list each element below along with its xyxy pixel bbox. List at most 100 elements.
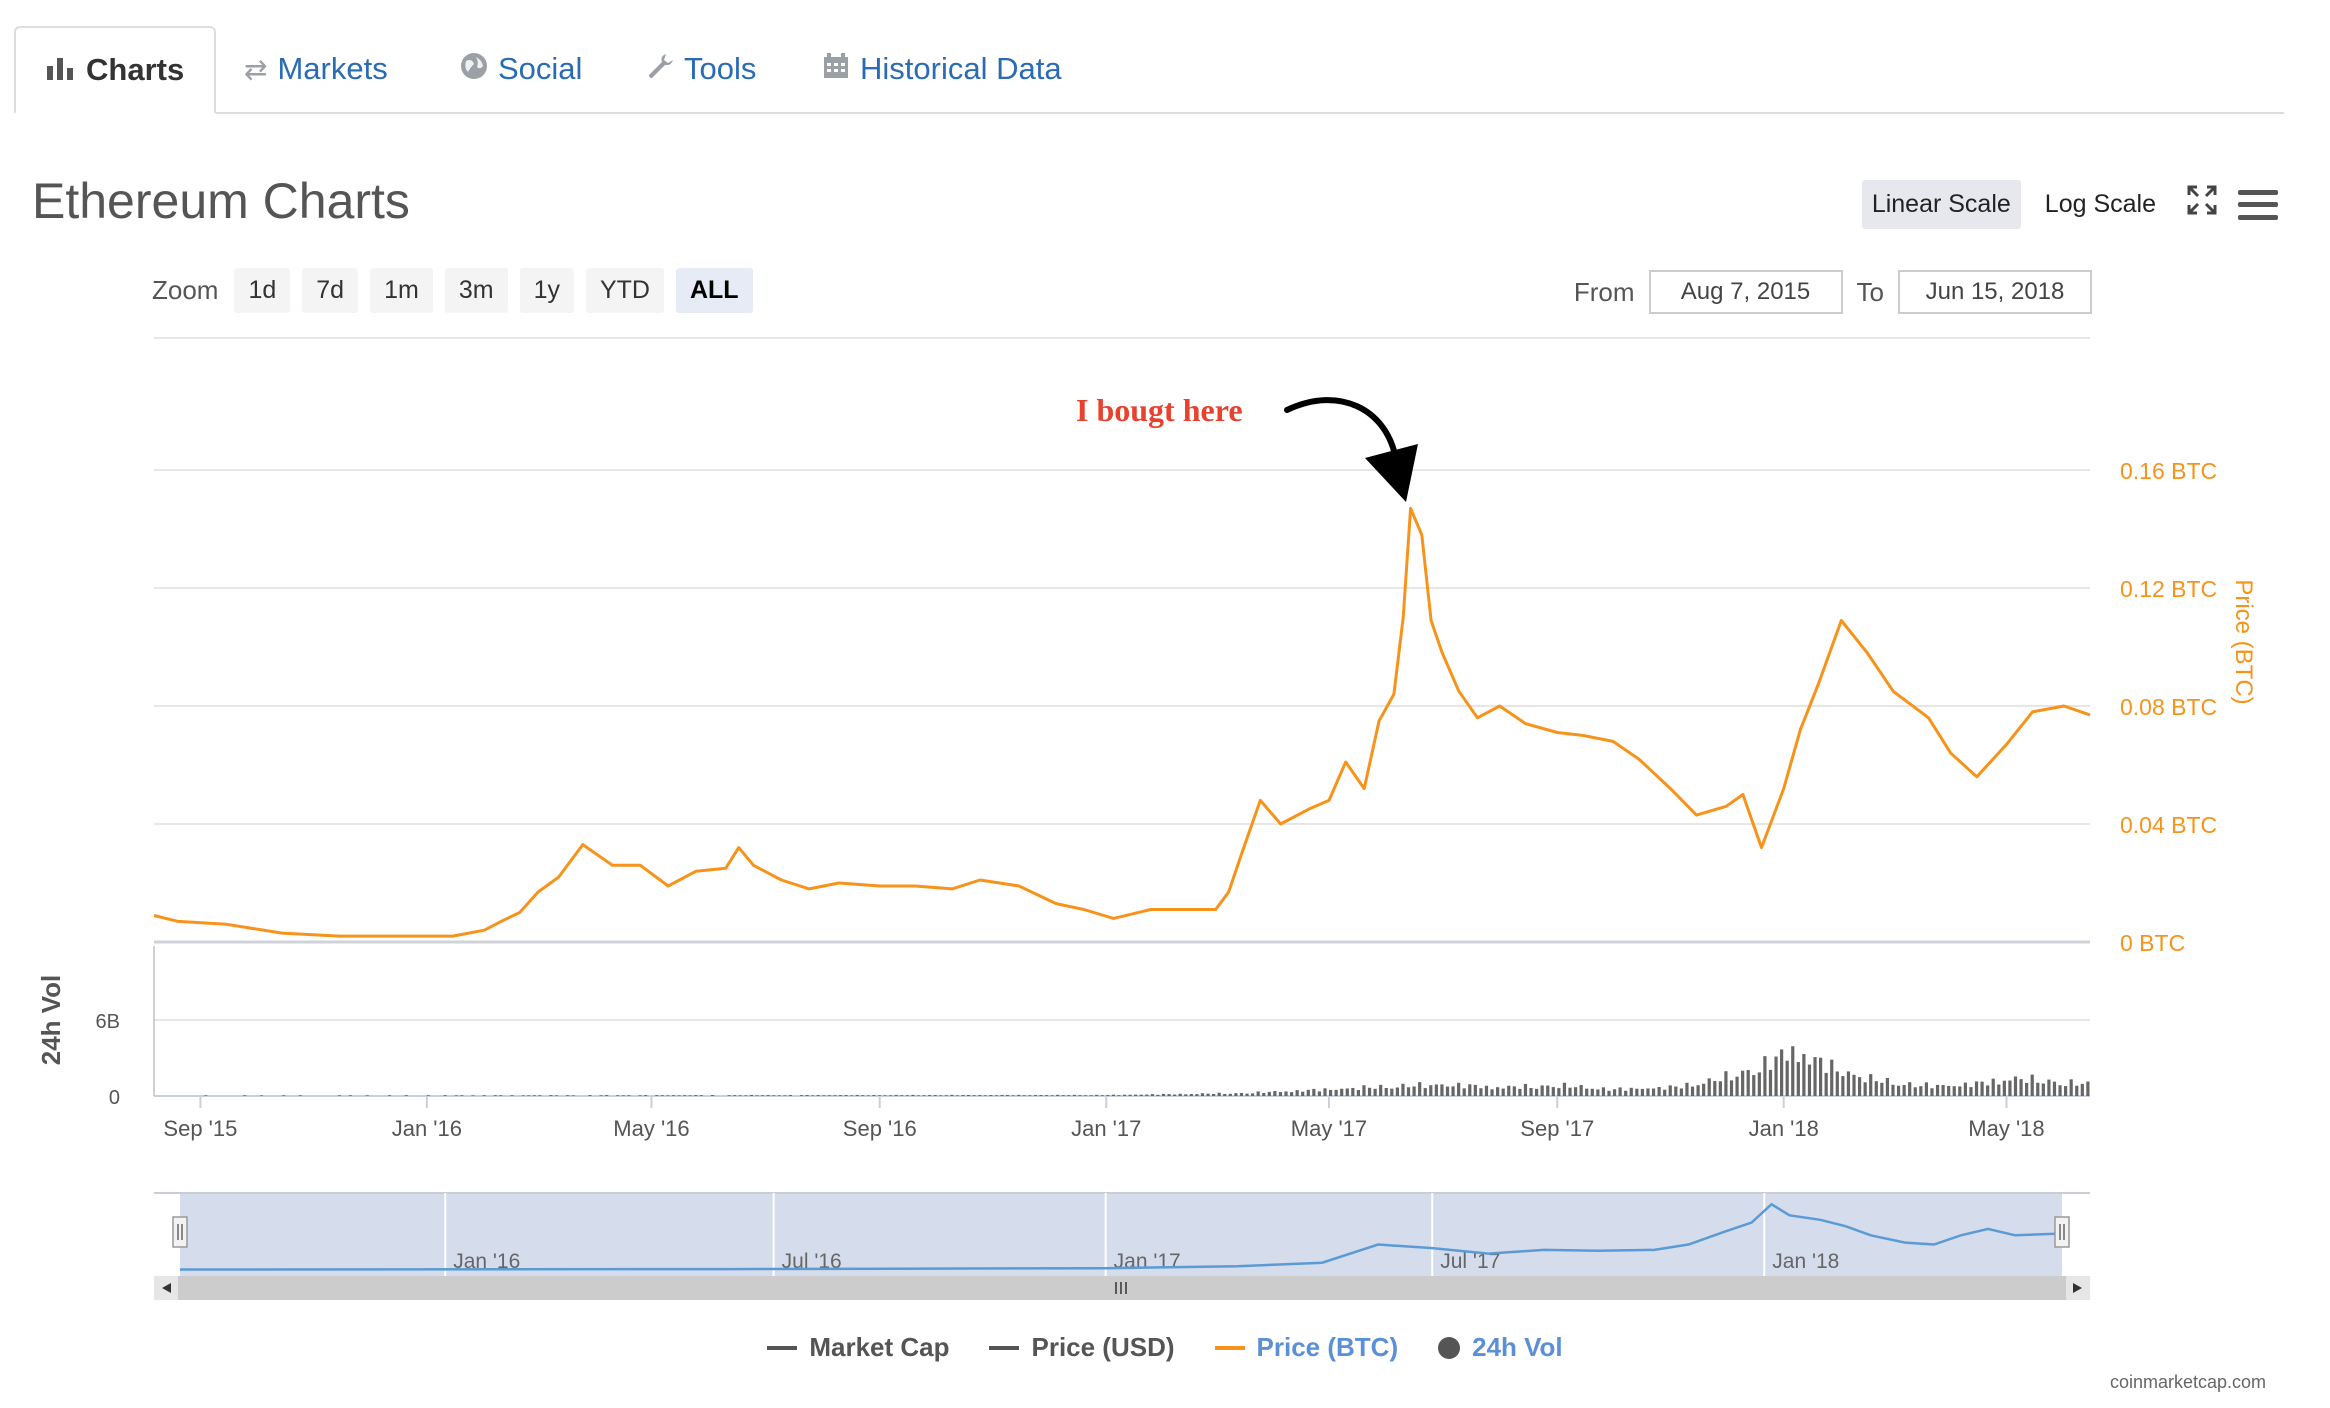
volume-bar	[1128, 1094, 1132, 1096]
navigator-tick-label: Jan '16	[453, 1250, 520, 1273]
to-label: To	[1856, 276, 1884, 307]
log-scale-button[interactable]: Log Scale	[2044, 190, 2156, 218]
zoom-1d-button[interactable]: 1d	[234, 268, 291, 313]
volume-bar	[1200, 1093, 1205, 1096]
volume-bar	[1612, 1089, 1617, 1096]
volume-bar	[599, 1095, 603, 1096]
tab-charts[interactable]: Charts	[14, 26, 217, 114]
volume-bar	[788, 1095, 793, 1096]
legend-dot-icon	[1438, 1336, 1461, 1359]
volume-bar	[1445, 1086, 1450, 1096]
tab-markets[interactable]: ⇄ Markets	[244, 26, 388, 112]
navigator-scrollbar[interactable]	[154, 1276, 2090, 1300]
volume-bar	[1367, 1087, 1372, 1096]
price-btc-line	[153, 506, 2091, 938]
to-date-input[interactable]	[1898, 270, 2092, 314]
tab-social[interactable]: Social	[460, 26, 582, 112]
volume-bar	[1618, 1087, 1622, 1096]
hamburger-menu-icon[interactable]	[2238, 189, 2278, 220]
volume-bar	[2080, 1083, 2084, 1096]
volume-bar	[2002, 1080, 2006, 1096]
volume-bar	[387, 1095, 392, 1096]
volume-bar	[1095, 1094, 1099, 1096]
volume-bar	[1785, 1060, 1789, 1096]
volume-bar	[1017, 1094, 1021, 1096]
volume-bar	[866, 1095, 870, 1096]
from-date-input[interactable]	[1648, 270, 1843, 314]
volume-bar	[1629, 1087, 1633, 1096]
volume-bar	[1418, 1082, 1422, 1096]
zoom-1y-button[interactable]: 1y	[519, 268, 574, 313]
volume-bar	[1880, 1082, 1884, 1096]
volume-bar	[1668, 1085, 1672, 1096]
volume-bar	[1935, 1084, 1940, 1096]
zoom-3m-button[interactable]: 3m	[444, 268, 508, 313]
volume-bar	[749, 1094, 754, 1096]
tab-historical-data[interactable]: Historical Data	[822, 26, 1062, 112]
volume-bar	[1930, 1088, 1934, 1096]
zoom-ytd-button[interactable]: YTD	[585, 268, 664, 313]
legend-market-cap[interactable]: Market Cap	[767, 1332, 949, 1363]
volume-bar	[928, 1095, 932, 1096]
volume-bar	[510, 1095, 514, 1096]
volume-bar	[1117, 1095, 1121, 1096]
volume-bar	[1406, 1087, 1411, 1096]
volume-bar	[1724, 1071, 1728, 1096]
volume-bar	[638, 1095, 642, 1096]
volume-bar	[783, 1095, 787, 1096]
volume-bar	[2086, 1081, 2090, 1096]
volume-bar	[905, 1095, 909, 1096]
x-axis-tick-label: Jan '17	[1071, 1116, 1141, 1141]
legend-label: Market Cap	[809, 1332, 950, 1362]
navigator-tick-label: Jan '18	[1772, 1250, 1839, 1273]
volume-bar	[2047, 1079, 2051, 1096]
tab-tools[interactable]: Tools	[646, 26, 756, 112]
volume-bar	[1741, 1070, 1745, 1096]
volume-bar	[337, 1095, 341, 1096]
volume-bar	[855, 1094, 859, 1096]
wrench-icon	[646, 52, 674, 87]
zoom-label: Zoom	[152, 275, 219, 305]
volume-bar	[850, 1095, 854, 1096]
volume-bar	[1139, 1094, 1143, 1096]
volume-bar	[499, 1095, 503, 1096]
volume-bar	[443, 1095, 447, 1096]
zoom-7d-button[interactable]: 7d	[302, 268, 359, 313]
x-axis-tick-label: Sep '16	[843, 1116, 917, 1141]
zoom-all-button[interactable]: ALL	[675, 268, 753, 313]
volume-bar	[950, 1094, 954, 1096]
volume-bar	[894, 1094, 898, 1096]
navigator-right-handle[interactable]	[2054, 1216, 2070, 1248]
volume-bar	[1178, 1093, 1182, 1096]
volume-bar	[1579, 1085, 1583, 1096]
volume-bar	[994, 1095, 999, 1096]
volume-bar	[1078, 1095, 1082, 1096]
volume-bar	[1963, 1082, 1967, 1096]
linear-scale-button[interactable]: Linear Scale	[1861, 180, 2021, 229]
zoom-1m-button[interactable]: 1m	[370, 268, 433, 313]
navigator-left-handle[interactable]	[172, 1216, 188, 1248]
volume-bar	[1707, 1078, 1711, 1096]
legend-24h-vol[interactable]: 24h Vol	[1438, 1332, 1563, 1363]
volume-bar	[766, 1095, 770, 1096]
volume-bar	[527, 1095, 531, 1096]
volume-bar	[677, 1095, 681, 1096]
legend-price-btc[interactable]: Price (BTC)	[1214, 1332, 1398, 1363]
volume-bar	[1913, 1087, 1917, 1096]
volume-bar	[1390, 1088, 1394, 1096]
navigator-tick-label: Jul '17	[1440, 1250, 1500, 1273]
volume-bar	[1980, 1081, 1984, 1096]
legend-price-usd[interactable]: Price (USD)	[989, 1332, 1175, 1363]
volume-bar	[1540, 1085, 1544, 1096]
fullscreen-icon[interactable]	[2180, 185, 2224, 224]
volume-bar	[1072, 1094, 1077, 1096]
volume-bar	[760, 1095, 765, 1096]
volume-bar	[1217, 1092, 1221, 1096]
volume-bar	[1340, 1088, 1344, 1096]
volume-bar	[1457, 1082, 1461, 1096]
volume-bar	[1050, 1095, 1054, 1096]
volume-bar	[2064, 1086, 2068, 1096]
volume-bar	[1651, 1088, 1656, 1096]
volume-bar	[1891, 1084, 1895, 1096]
volume-bar	[1145, 1094, 1149, 1096]
